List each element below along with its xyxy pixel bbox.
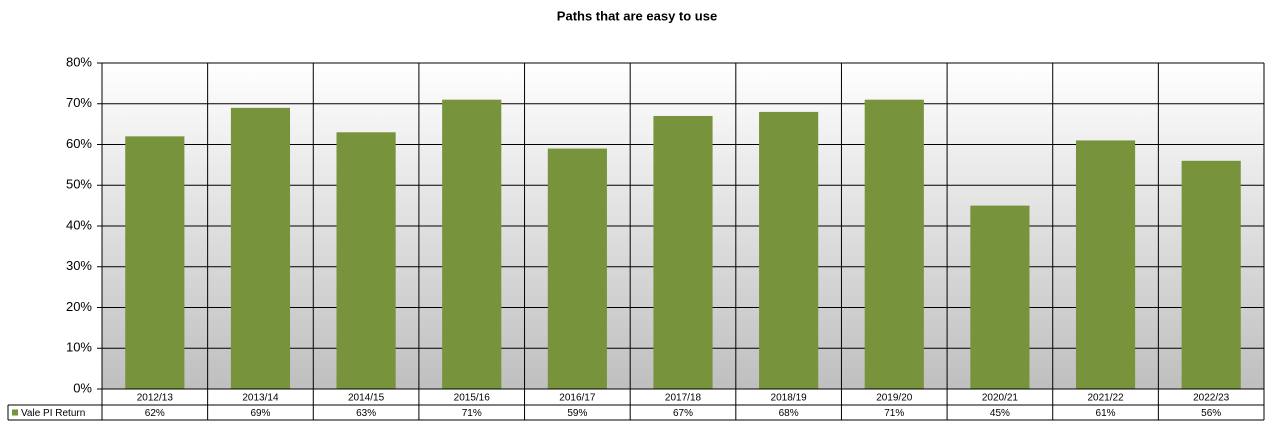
table-value: 56%	[1201, 408, 1221, 419]
table-value: 63%	[356, 408, 376, 419]
table-value: 45%	[990, 408, 1010, 419]
bar	[653, 115, 713, 389]
x-tick-label: 2021/22	[1087, 393, 1124, 404]
table-value: 62%	[145, 408, 165, 419]
x-tick-label: 2016/17	[559, 393, 596, 404]
table-value: 71%	[462, 408, 482, 419]
y-tick-label: 60%	[66, 136, 92, 151]
table-value: 69%	[250, 408, 270, 419]
table-value: 67%	[673, 408, 693, 419]
bar	[125, 136, 185, 389]
table-value: 68%	[779, 408, 799, 419]
x-tick-label: 2018/19	[771, 393, 808, 404]
x-tick-label: 2014/15	[348, 393, 385, 404]
bar	[970, 205, 1030, 389]
x-tick-label: 2013/14	[242, 393, 279, 404]
bar	[336, 132, 396, 389]
y-tick-label: 0%	[73, 380, 92, 395]
y-tick-label: 30%	[66, 258, 92, 273]
x-tick-label: 2022/23	[1193, 393, 1230, 404]
bar	[442, 99, 502, 390]
legend-key	[12, 409, 18, 416]
bar	[759, 111, 819, 390]
legend-label: Vale PI Return	[21, 408, 85, 419]
y-tick-label: 70%	[66, 95, 92, 110]
y-tick-label: 40%	[66, 217, 92, 232]
x-tick-label: 2017/18	[665, 393, 702, 404]
bar	[1181, 160, 1241, 389]
table-value: 61%	[1096, 408, 1116, 419]
x-tick-label: 2019/20	[876, 393, 913, 404]
x-tick-label: 2012/13	[137, 393, 174, 404]
x-tick-label: 2020/21	[982, 393, 1019, 404]
bar	[1075, 140, 1136, 389]
chart-title: Paths that are easy to use	[557, 8, 717, 23]
x-tick-label: 2015/16	[454, 393, 491, 404]
y-tick-label: 80%	[66, 54, 92, 69]
y-tick-label: 10%	[66, 340, 92, 355]
bar	[230, 107, 291, 389]
bar	[864, 99, 924, 390]
bar	[547, 148, 607, 389]
table-value: 59%	[567, 408, 587, 419]
y-tick-label: 50%	[66, 177, 92, 192]
y-tick-label: 20%	[66, 299, 92, 314]
table-value: 71%	[884, 408, 904, 419]
